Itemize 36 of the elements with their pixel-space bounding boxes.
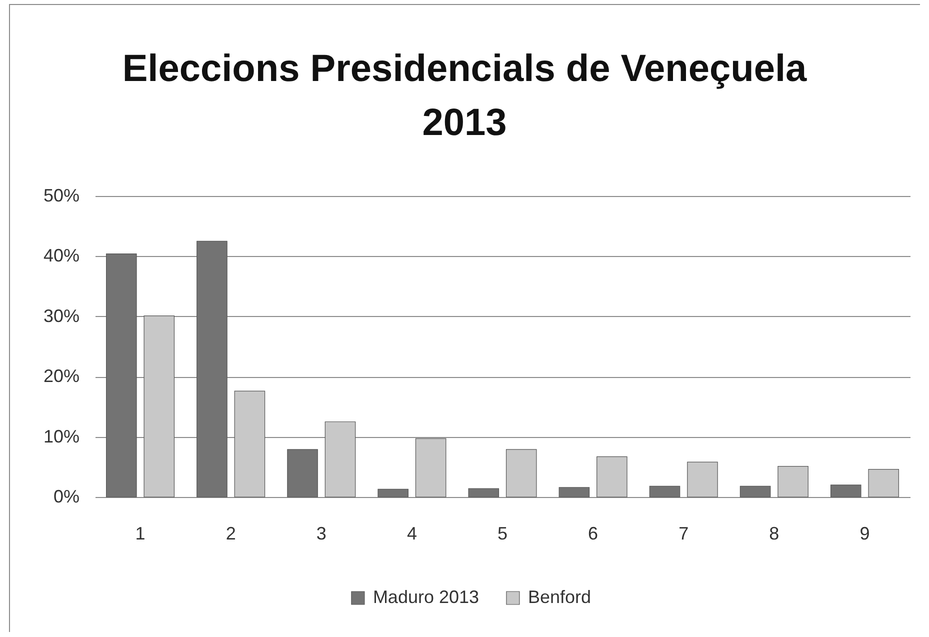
legend-label: Maduro 2013 [372,587,480,607]
bar [287,449,318,498]
y-tick-label: 30% [43,306,80,326]
y-tick-label: 0% [53,486,80,506]
bar [324,421,356,498]
x-tick-label: 5 [497,524,508,544]
bar [740,486,771,498]
bar [144,316,175,498]
bar [415,438,446,498]
bar [687,462,718,498]
x-tick-label: 4 [406,524,417,544]
x-tick-label: 3 [316,524,326,544]
bar [558,487,590,498]
bar [778,466,808,498]
legend-label: Benford [528,587,591,607]
x-tick-label: 8 [769,524,780,544]
y-tick-label: 50% [43,186,80,206]
x-tick-label: 1 [135,524,146,544]
bar [596,456,628,498]
x-tick-label: 7 [678,524,689,544]
x-tick-label: 2 [226,524,236,544]
bar [234,390,266,498]
bar [378,488,408,498]
bar [468,488,500,498]
bar [506,449,537,498]
x-tick-label: 6 [588,524,598,544]
x-tick-label: 9 [860,524,870,544]
y-tick-label: 10% [43,426,80,446]
bar [106,253,137,498]
bar [649,486,680,498]
bar [830,484,862,498]
bar [868,469,899,498]
y-tick-label: 20% [43,366,80,386]
y-tick-label: 40% [43,246,80,266]
chart-title: Eleccions Presidencials de Veneçuela 2013 [122,48,808,144]
bar [196,240,228,498]
